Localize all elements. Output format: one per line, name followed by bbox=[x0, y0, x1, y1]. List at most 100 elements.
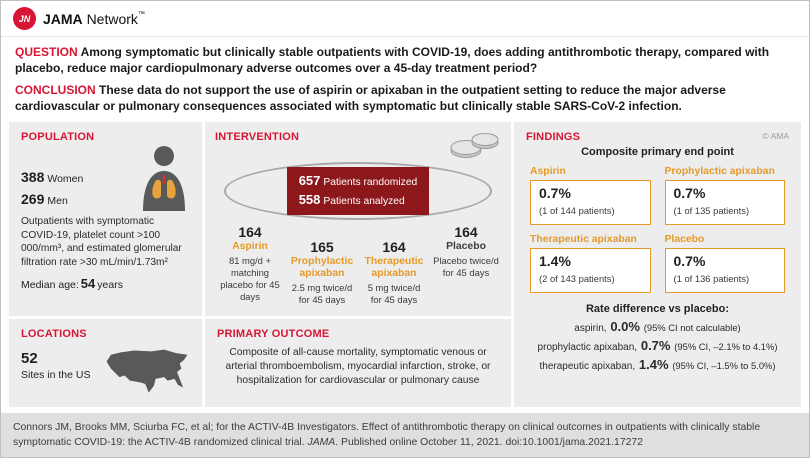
stat-men: 269 Men bbox=[21, 191, 138, 207]
arm-prophylactic-apixaban: 165 Prophylactic apixaban 2.5 mg twice/d… bbox=[289, 239, 355, 305]
population-stats: 388 Women 269 Men bbox=[21, 169, 138, 213]
arm-therapeutic-apixaban: 164 Therapeutic apixaban 5 mg twice/d fo… bbox=[361, 239, 427, 305]
finding-therapeutic-apixaban: Therapeutic apixaban 1.4% (2 of 143 pati… bbox=[530, 234, 651, 294]
header: JN JAMA Network™ bbox=[1, 1, 809, 37]
arm-name: Aspirin bbox=[232, 241, 268, 253]
arm-aspirin: 164 Aspirin 81 mg/d + matching placebo f… bbox=[217, 224, 283, 305]
intervention-arms: 164 Aspirin 81 mg/d + matching placebo f… bbox=[215, 224, 501, 305]
findings-panel: FINDINGS © AMA Composite primary end poi… bbox=[514, 122, 801, 408]
question-text: Among symptomatic but clinically stable … bbox=[15, 45, 770, 75]
column-findings: FINDINGS © AMA Composite primary end poi… bbox=[514, 122, 801, 408]
rate-diff-ci: (95% CI not calculable) bbox=[643, 322, 741, 334]
locations-panel: LOCATIONS 52 Sites in the US bbox=[9, 319, 202, 408]
finding-aspirin: Aspirin 0.7% (1 of 144 patients) bbox=[530, 166, 651, 226]
arm-detail: 2.5 mg twice/d for 45 days bbox=[291, 282, 353, 306]
person-icon bbox=[138, 145, 190, 213]
finding-box: 0.7% (1 of 135 patients) bbox=[664, 180, 785, 226]
finding-prophylactic-apixaban: Prophylactic apixaban 0.7% (1 of 135 pat… bbox=[664, 166, 785, 226]
rate-diff-pct: 0.7% bbox=[640, 338, 671, 354]
finding-placebo: Placebo 0.7% (1 of 136 patients) bbox=[664, 234, 785, 294]
citation-text-after: . Published online October 11, 2021. doi… bbox=[335, 436, 643, 448]
rate-diff-pct: 0.0% bbox=[610, 319, 640, 335]
analyzed-label: Patients analyzed bbox=[323, 196, 405, 208]
pills-icon bbox=[447, 131, 501, 159]
women-count: 388 bbox=[21, 169, 45, 186]
arm-count: 164 bbox=[454, 224, 478, 241]
median-age: Median age: 54 years bbox=[21, 276, 190, 291]
finding-detail: (1 of 135 patients) bbox=[673, 205, 750, 217]
arm-count: 164 bbox=[238, 224, 262, 241]
primary-outcome-text: Composite of all-cause mortality, sympto… bbox=[225, 347, 491, 387]
arm-count: 164 bbox=[382, 239, 406, 256]
finding-box: 0.7% (1 of 136 patients) bbox=[664, 248, 785, 294]
rate-difference-title: Rate difference vs placebo: bbox=[585, 303, 730, 316]
randomized-line: 657 Patients randomized bbox=[299, 172, 418, 191]
jama-logo-icon: JN bbox=[13, 7, 36, 30]
question-label: QUESTION bbox=[15, 45, 78, 59]
men-count: 269 bbox=[21, 191, 45, 208]
finding-pct: 0.7% bbox=[673, 185, 706, 202]
conclusion: CONCLUSION These data do not support the… bbox=[15, 83, 795, 114]
brand-regular: Network bbox=[86, 10, 138, 27]
finding-pct: 0.7% bbox=[539, 185, 571, 202]
logo-monogram: JN bbox=[18, 13, 31, 24]
findings-subtitle: Composite primary end point bbox=[581, 146, 734, 159]
finding-name: Therapeutic apixaban bbox=[530, 234, 637, 246]
column-population-locations: POPULATION 388 Women 269 Men bbox=[9, 122, 202, 408]
sites-label: Sites in the US bbox=[21, 369, 91, 382]
findings-heading: FINDINGS bbox=[526, 131, 581, 144]
randomized-count: 657 bbox=[298, 173, 321, 189]
rate-diff-pct: 1.4% bbox=[638, 357, 669, 373]
citation-footer: Connors JM, Brooks MM, Sciurba FC, et al… bbox=[1, 413, 809, 457]
men-label: Men bbox=[47, 195, 68, 208]
rate-diff-ci: (95% CI, –2.1% to 4.1%) bbox=[674, 341, 778, 353]
journal-name: JAMA bbox=[307, 436, 336, 448]
conclusion-text: These data do not support the use of asp… bbox=[15, 83, 726, 113]
arm-placebo: 164 Placebo Placebo twice/d for 45 days bbox=[433, 224, 499, 305]
finding-detail: (2 of 143 patients) bbox=[539, 273, 615, 285]
analyzed-count: 558 bbox=[298, 192, 321, 208]
rate-diff-ci: (95% CI, –1.5% to 5.0%) bbox=[672, 360, 776, 372]
analyzed-line: 558 Patients analyzed bbox=[299, 191, 418, 210]
median-age-unit: years bbox=[97, 279, 123, 292]
finding-pct: 1.4% bbox=[539, 253, 571, 270]
locations-heading: LOCATIONS bbox=[21, 328, 87, 341]
finding-detail: (1 of 144 patients) bbox=[539, 205, 615, 217]
arm-detail: 81 mg/d + matching placebo for 45 days bbox=[220, 255, 280, 302]
rate-diff-therapeutic: therapeutic apixaban, 1.4% (95% CI, –1.5… bbox=[526, 357, 789, 372]
question-conclusion-section: QUESTION Among symptomatic but clinicall… bbox=[1, 37, 809, 120]
sites-count: 52 bbox=[21, 350, 38, 368]
median-age-label: Median age: bbox=[21, 279, 79, 292]
rate-diff-prophylactic: prophylactic apixaban, 0.7% (95% CI, –2.… bbox=[526, 338, 789, 353]
finding-name: Prophylactic apixaban bbox=[664, 166, 775, 178]
randomized-box: 657 Patients randomized 558 Patients analy… bbox=[286, 167, 430, 216]
primary-outcome-panel: PRIMARY OUTCOME Composite of all-cause m… bbox=[205, 319, 511, 408]
citation-text: Connors JM, Brooks MM, Sciurba FC, et al… bbox=[13, 422, 761, 448]
population-panel: POPULATION 388 Women 269 Men bbox=[9, 122, 202, 317]
arm-name: Therapeutic apixaban bbox=[364, 256, 424, 280]
population-description: Outpatients with symptomatic COVID-19, p… bbox=[21, 216, 182, 268]
main-band: POPULATION 388 Women 269 Men bbox=[9, 122, 801, 408]
stat-women: 388 Women bbox=[21, 169, 138, 185]
question: QUESTION Among symptomatic but clinicall… bbox=[15, 45, 795, 76]
arm-name: Placebo bbox=[446, 241, 486, 253]
finding-box: 1.4% (2 of 143 patients) bbox=[530, 248, 651, 294]
rate-diff-name: prophylactic apixaban, bbox=[537, 342, 638, 354]
finding-box: 0.7% (1 of 144 patients) bbox=[530, 180, 651, 226]
findings-grid: Aspirin 0.7% (1 of 144 patients) Prophyl… bbox=[526, 166, 789, 294]
trademark: ™ bbox=[137, 10, 145, 18]
us-map-icon bbox=[104, 346, 190, 398]
rate-diff-name: therapeutic apixaban, bbox=[539, 361, 636, 373]
median-age-value: 54 bbox=[80, 276, 96, 292]
rate-diff-aspirin: aspirin, 0.0% (95% CI not calculable) bbox=[526, 319, 789, 334]
population-heading: POPULATION bbox=[21, 131, 95, 144]
randomized-ellipse: 657 Patients randomized 558 Patients analy… bbox=[224, 162, 492, 221]
arm-count: 165 bbox=[310, 239, 334, 256]
arm-detail: Placebo twice/d for 45 days bbox=[433, 255, 499, 279]
randomized-label: Patients randomized bbox=[323, 177, 418, 189]
column-intervention-outcome: INTERVENTION 657 Patients randomized 558 bbox=[205, 122, 511, 408]
arm-name: Prophylactic apixaban bbox=[290, 256, 354, 280]
women-label: Women bbox=[47, 173, 84, 186]
intervention-panel: INTERVENTION 657 Patients randomized 558 bbox=[205, 122, 511, 317]
